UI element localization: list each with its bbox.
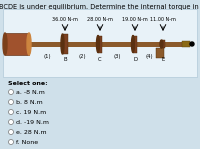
Text: The shaft ABCDE is under equilibrium. Determine the internal torque in section (: The shaft ABCDE is under equilibrium. De… [0, 3, 200, 10]
Ellipse shape [132, 35, 134, 52]
Text: B: B [63, 57, 67, 62]
Ellipse shape [3, 33, 7, 55]
Text: D: D [133, 57, 137, 62]
Text: (2): (2) [78, 54, 86, 59]
FancyBboxPatch shape [162, 40, 164, 48]
Text: E: E [161, 57, 165, 62]
FancyBboxPatch shape [3, 9, 197, 77]
FancyBboxPatch shape [28, 42, 188, 46]
Circle shape [8, 129, 14, 135]
FancyBboxPatch shape [62, 34, 68, 54]
Circle shape [8, 110, 14, 114]
Circle shape [8, 100, 14, 104]
Text: b. 8 N.m: b. 8 N.m [16, 100, 43, 104]
Text: (3): (3) [113, 54, 121, 59]
FancyBboxPatch shape [98, 35, 102, 52]
Circle shape [8, 90, 14, 94]
Text: (1): (1) [43, 54, 51, 59]
Text: 11.00 N-m: 11.00 N-m [150, 17, 176, 22]
Ellipse shape [160, 40, 163, 48]
FancyBboxPatch shape [182, 41, 190, 47]
Text: f. None: f. None [16, 139, 38, 145]
Text: a. -8 N.m: a. -8 N.m [16, 90, 45, 94]
FancyBboxPatch shape [156, 48, 164, 58]
FancyBboxPatch shape [133, 35, 137, 52]
Text: 28.00 N-m: 28.00 N-m [87, 17, 113, 22]
Text: Select one:: Select one: [8, 81, 48, 86]
Text: 36.00 N-m: 36.00 N-m [52, 17, 78, 22]
Circle shape [8, 139, 14, 145]
Ellipse shape [27, 33, 31, 55]
Ellipse shape [96, 35, 100, 52]
Text: (4): (4) [145, 54, 153, 59]
Text: C: C [98, 57, 102, 62]
Text: d. -19 N.m: d. -19 N.m [16, 119, 49, 125]
Text: c. 19 N.m: c. 19 N.m [16, 110, 46, 114]
Ellipse shape [61, 34, 64, 54]
Text: e. 28 N.m: e. 28 N.m [16, 129, 47, 135]
Text: 19.00 N-m: 19.00 N-m [122, 17, 148, 22]
Circle shape [8, 119, 14, 125]
FancyBboxPatch shape [5, 33, 29, 55]
Circle shape [190, 42, 194, 46]
